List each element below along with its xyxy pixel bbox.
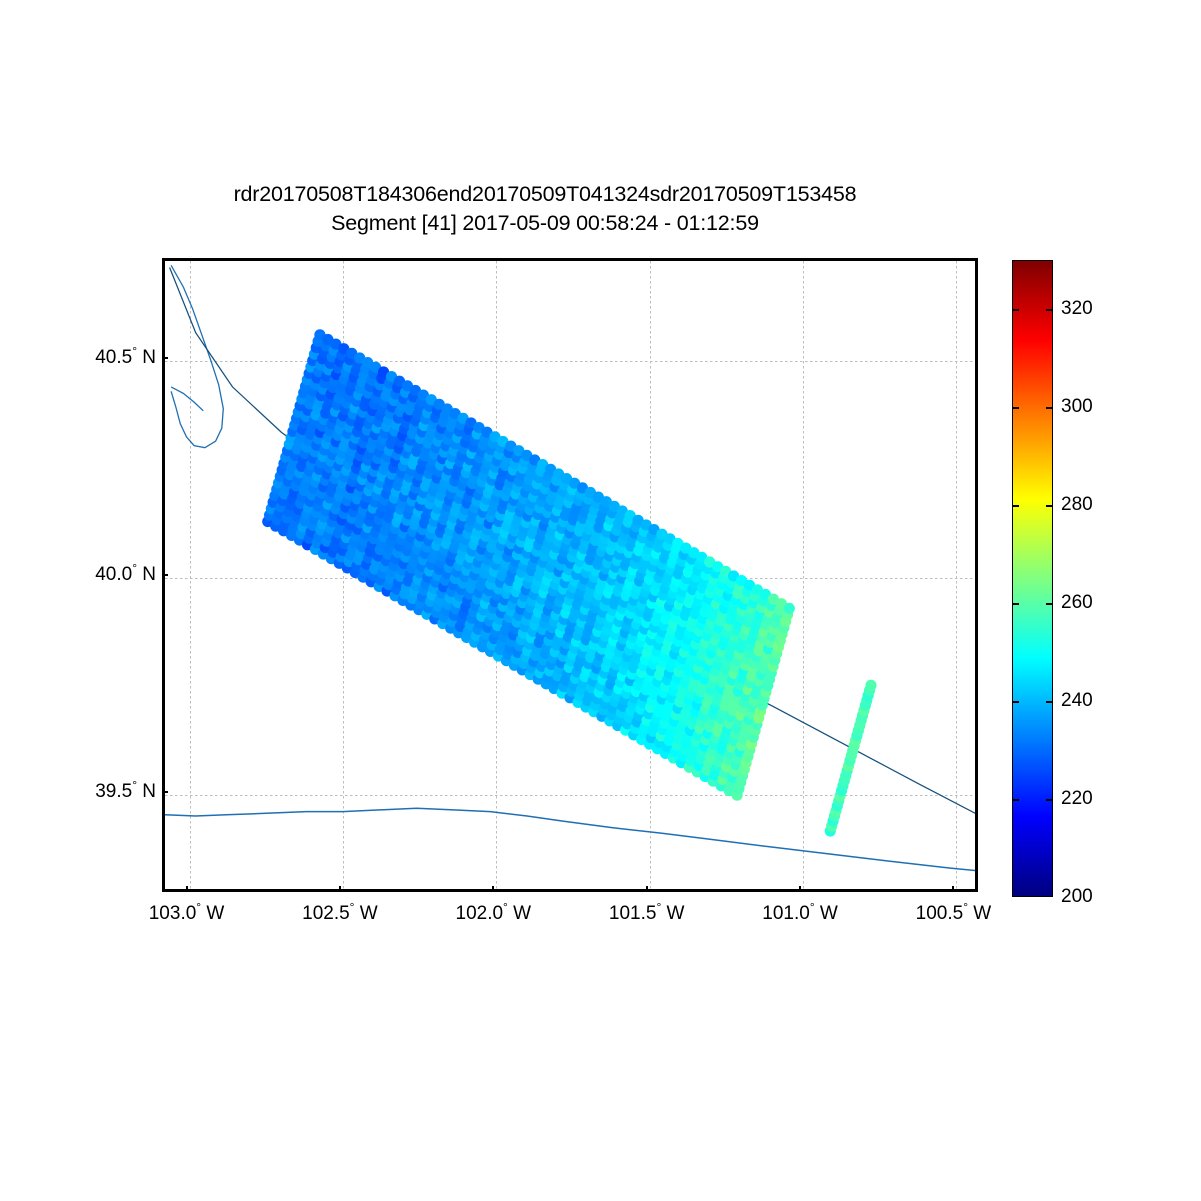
title-line-segment: Segment [41] 2017-05-09 00:58:24 - 01:12… (331, 211, 759, 235)
x-tickmark-3 (645, 886, 648, 892)
colorbar-tick-label-4: 280 (1061, 494, 1093, 515)
gridline-vertical-0 (189, 261, 191, 889)
x-tickmark-0 (185, 886, 188, 892)
x-tick-label-2: 102.0° W (455, 899, 532, 924)
x-tick-label-1: 102.5° W (302, 899, 378, 924)
y-tick-label-0: 40.5° N (95, 343, 156, 368)
colorbar-tickmark-left-4 (1012, 505, 1019, 507)
gridline-horizontal-0 (165, 360, 975, 362)
x-tick-label-4: 101.0° W (762, 899, 838, 924)
colorbar-tick-label-6: 320 (1061, 298, 1093, 319)
colorbar-tickmark-left-5 (1012, 407, 1019, 409)
map-feature-river-lower (165, 807, 975, 872)
map-axes (162, 258, 978, 892)
colorbar-tickmark-right-4 (1046, 505, 1053, 507)
colorbar-gradient (1012, 260, 1053, 897)
y-tickmark-2 (162, 791, 168, 794)
colorbar-tick-label-2: 240 (1061, 690, 1093, 711)
map-feature-river-meander-loop (170, 264, 224, 449)
colorbar-tickmark-left-6 (1012, 309, 1019, 311)
axes-clip-region (165, 261, 975, 889)
colorbar-tickmark-right-2 (1046, 701, 1053, 703)
colorbar-tickmark-left-2 (1012, 701, 1019, 703)
swath-pixel (783, 602, 795, 614)
colorbar-tickmark-left-3 (1012, 603, 1019, 605)
y-tickmark-1 (162, 574, 168, 576)
x-tick-label-0: 103.0° W (148, 899, 225, 924)
y-tick-label-1: 40.0° N (95, 560, 156, 585)
x-tickmark-1 (338, 886, 341, 892)
trailing-scanline-group (824, 679, 877, 837)
colorbar: 200 220 240 260 280 300 320 (1012, 260, 1093, 907)
x-tickmark-2 (492, 886, 495, 892)
x-tickmark-4 (799, 886, 802, 892)
figure-title: rdr20170508T184306end20170509T041324sdr2… (0, 180, 1090, 238)
title-line-file-id: rdr20170508T184306end20170509T041324sdr2… (233, 182, 857, 206)
x-tick-label-5: 100.5° W (915, 899, 992, 924)
colorbar-tickmark-right-3 (1046, 603, 1053, 605)
map-feature-river-branch (170, 386, 204, 412)
colorbar-tick-label-3: 260 (1061, 592, 1093, 613)
swath-scatter-group (262, 329, 795, 801)
colorbar-tick-label-0: 200 (1061, 886, 1093, 907)
gridline-vertical-4 (803, 261, 805, 889)
y-tick-label-2: 39.5° N (95, 777, 156, 803)
x-tick-label-3: 101.5° W (608, 899, 685, 924)
swath-pixel-trailing (865, 679, 877, 691)
gridline-vertical-1 (342, 261, 344, 889)
x-tickmark-5 (952, 886, 955, 892)
gridline-vertical-5 (956, 261, 958, 889)
colorbar-tick-label-1: 220 (1061, 788, 1093, 809)
colorbar-tickmark-left-1 (1012, 799, 1019, 801)
colorbar-tickmark-right-5 (1046, 407, 1053, 409)
gridline-horizontal-2 (165, 795, 975, 797)
colorbar-tick-label-5: 300 (1061, 396, 1093, 417)
map-overlay (165, 264, 975, 872)
colorbar-tickmark-right-6 (1046, 309, 1053, 311)
y-tickmark-0 (162, 356, 168, 359)
colorbar-tickmark-right-1 (1046, 799, 1053, 801)
